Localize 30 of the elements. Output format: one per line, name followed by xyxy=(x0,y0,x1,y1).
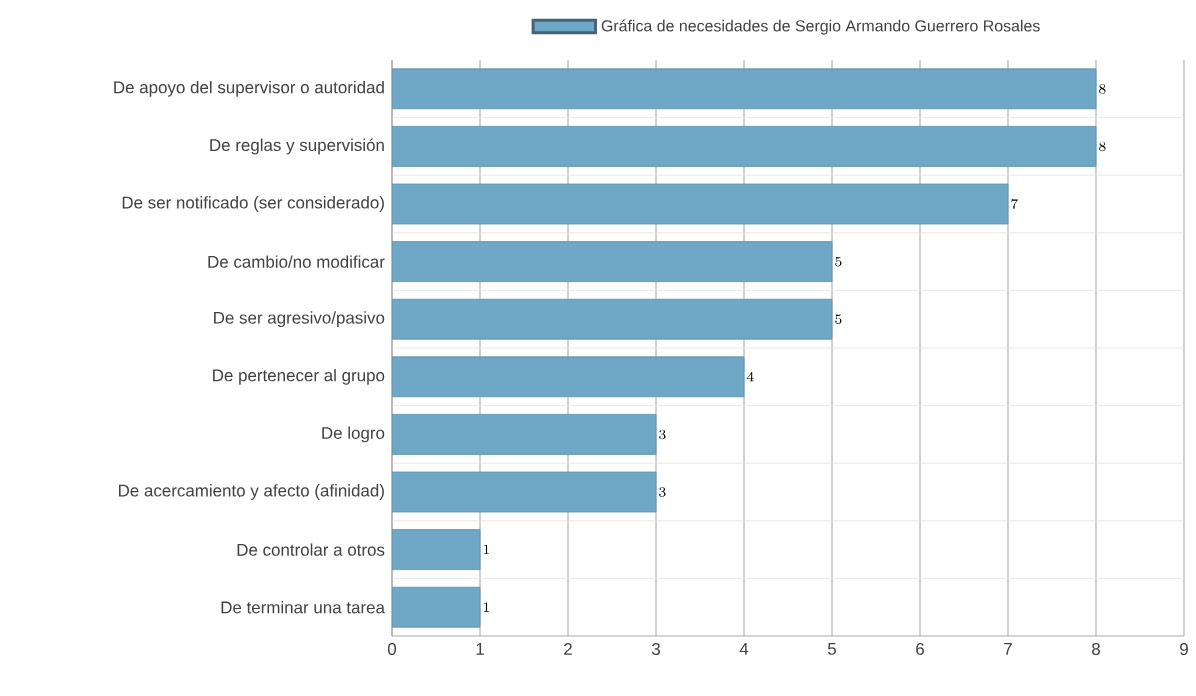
y-tick-label: De ser notificado (ser considerado) xyxy=(122,196,384,212)
y-tick-label: De terminar una tarea xyxy=(221,600,385,614)
x-tick-label: 1 xyxy=(476,643,484,655)
x-tick-label: 5 xyxy=(827,643,837,655)
bar xyxy=(392,183,1009,225)
x-tick-label: 9 xyxy=(1180,643,1188,656)
bar xyxy=(392,414,657,455)
y-tick-label: De logro xyxy=(322,426,385,443)
bar xyxy=(392,356,745,398)
y-tick-label: De controlar a otros xyxy=(237,543,385,556)
y-tick-label: De apoyo del supervisor o autoridad xyxy=(114,80,384,97)
bar xyxy=(392,241,833,282)
x-tick-label: 8 xyxy=(1092,643,1100,656)
bar xyxy=(392,529,481,571)
y-tick-label: De cambio/no modificar xyxy=(208,255,385,268)
y-tick-label: De ser agresivo/pasivo xyxy=(214,311,385,328)
bar xyxy=(392,68,1097,110)
y-tick-label: De pertenecer al grupo xyxy=(213,368,385,385)
x-tick-label: 6 xyxy=(916,643,924,656)
bar xyxy=(392,586,481,628)
x-tick-label: 4 xyxy=(739,643,749,655)
x-tick-label: 3 xyxy=(651,643,660,656)
y-tick-label: De reglas y supervisión xyxy=(210,138,384,155)
bar xyxy=(392,126,1097,167)
bar xyxy=(392,298,833,340)
x-tick-label: 0 xyxy=(387,643,397,656)
bar xyxy=(392,471,657,513)
x-tick-label: 2 xyxy=(564,643,572,655)
y-tick-label: De acercamiento y afecto (afinidad) xyxy=(118,484,384,500)
x-tick-label: 7 xyxy=(1004,643,1012,655)
